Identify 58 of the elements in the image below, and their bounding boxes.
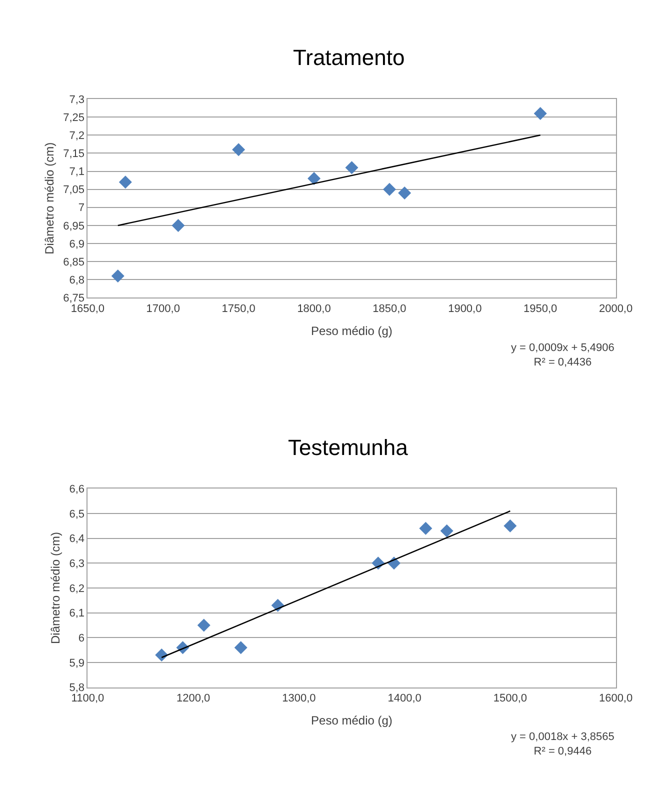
point [172,218,185,232]
point [345,161,358,174]
point [534,106,547,120]
y-axis-title: Diâmetro médio (cm) [48,532,63,644]
x-tick-label: 1650,0 [70,302,105,315]
x-axis-title: Peso médio (g) [311,324,392,338]
y-tick-label: 7,1 [69,166,84,178]
point [308,172,321,185]
x-tick-label: 1800,0 [297,302,331,315]
y-tick-label: 6,85 [63,256,84,268]
point [232,143,246,156]
point [382,182,396,196]
point [111,270,124,283]
point [398,186,412,200]
y-tick-label: 7,2 [69,130,84,142]
y-tick-label: 5,9 [69,657,84,670]
y-tick-label: 7,05 [63,184,84,196]
x-tick-label: 1900,0 [448,302,482,315]
y-tick-label: 6,1 [69,608,84,620]
y-tick-label: 7,25 [63,112,84,124]
point [118,176,132,189]
y-tick-label: 6,8 [69,274,84,286]
x-tick-label: 2000,0 [598,302,633,315]
point [155,648,168,662]
point [234,641,248,654]
y-tick-label: 6,6 [69,484,84,496]
y-tick-label: 7,15 [63,148,84,160]
text: y = 0,0009x + 5,4906 R² = 0,4436 [511,342,614,368]
y-tick-label: 6,4 [69,533,84,546]
x-tick-label: 1200,0 [176,692,210,705]
point [504,519,517,532]
point [197,618,210,632]
chart-title: Tratamento [293,45,405,70]
x-tick-label: 1700,0 [146,302,180,315]
y-tick-label: 6,9 [69,238,84,250]
x-tick-label: 1750,0 [222,302,256,315]
x-tick-label: 1850,0 [372,302,406,315]
y-tick-label: 6,3 [69,558,84,570]
y-tick-label: 6 [78,632,84,645]
y-tick-label: 6,95 [63,220,84,232]
x-tick-label: 1950,0 [524,302,558,315]
x-tick-label: 1400,0 [388,692,422,705]
chart-title: Testemunha [288,435,409,460]
point [440,524,454,538]
y-tick-label: 7 [78,202,84,214]
point [419,522,432,535]
x-tick-label: 1600,0 [598,692,633,705]
y-tick-label: 6,75 [63,292,84,305]
x-tick-label: 1100,0 [71,692,104,705]
x-tick-label: 1500,0 [493,692,527,705]
y-tick-label: 5,8 [69,682,84,694]
y-tick-label: 7,3 [69,94,84,106]
x-axis-title: Peso médio (g) [311,713,392,728]
text: y = 0,0018x + 3,8565 R² = 0,9446 [511,731,614,758]
y-tick-label: 6,5 [69,508,84,520]
y-tick-label: 6,2 [69,582,84,595]
y-axis-title: Diâmetro médio (cm) [42,142,56,254]
x-tick-label: 1300,0 [282,692,316,705]
